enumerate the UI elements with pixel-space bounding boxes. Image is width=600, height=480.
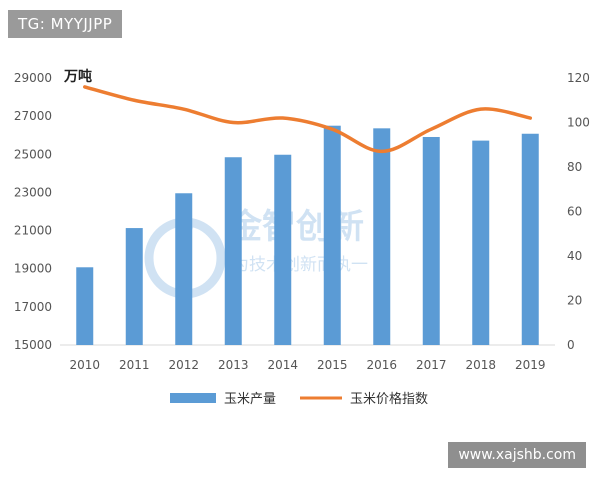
- bar-2016: [373, 128, 391, 345]
- y-right-tick-label: 40: [567, 249, 582, 263]
- x-tick-label: 2011: [119, 358, 150, 372]
- legend-label-bar: 玉米产量: [224, 392, 276, 407]
- y-left-tick-label: 15000: [14, 338, 52, 352]
- x-tick-label: 2019: [515, 358, 546, 372]
- y-left-tick-label: 21000: [14, 224, 52, 238]
- x-tick-label: 2018: [465, 358, 496, 372]
- bar-2015: [323, 125, 341, 346]
- unit-label: 万吨: [63, 68, 92, 85]
- axes: 15000 17000 19000 21000 23000 25000 27000 29000…: [14, 71, 590, 372]
- bar-2012: [175, 193, 193, 345]
- bar-2011: [125, 228, 143, 345]
- y-left-tick-label: 23000: [14, 185, 52, 199]
- x-tick-label: 2012: [168, 358, 199, 372]
- y-left-tick-label: 19000: [14, 262, 52, 276]
- y-right-tick-label: 80: [567, 160, 582, 174]
- x-tick-label: 2013: [218, 358, 249, 372]
- y-left-tick-label: 25000: [14, 147, 52, 161]
- legend: 玉米产量 玉米价格指数: [170, 391, 428, 407]
- bar-2014: [274, 154, 292, 345]
- watermark-slogan: 为技术创新而执一: [232, 255, 368, 275]
- legend-swatch-bar: [170, 393, 216, 403]
- watermark-brand: 金智创新: [227, 207, 364, 247]
- x-tick-label: 2014: [267, 358, 298, 372]
- x-tick-label: 2017: [416, 358, 447, 372]
- y-right-tick-label: 20: [567, 294, 582, 308]
- y-left-tick-label: 29000: [14, 71, 52, 85]
- bar-2017: [422, 136, 440, 345]
- y-left-tick-label: 17000: [14, 300, 52, 314]
- y-right-tick-label: 60: [567, 205, 582, 219]
- watermark-site: www.xajshb.com: [448, 442, 586, 468]
- bar-2018: [472, 140, 490, 345]
- legend-label-line: 玉米价格指数: [350, 391, 428, 407]
- x-tick-label: 2015: [317, 358, 348, 372]
- tag-badge: TG: MYYJJPP: [8, 10, 123, 38]
- y-right-tick-label: 120: [567, 71, 590, 85]
- bar-2013: [224, 157, 242, 345]
- x-tick-label: 2016: [366, 358, 397, 372]
- y-right-tick-label: 0: [567, 338, 575, 352]
- bar-2010: [76, 267, 94, 345]
- y-right-tick-label: 100: [567, 116, 590, 130]
- bar-series: [76, 125, 539, 346]
- line-series: [83, 85, 532, 154]
- price-index-line: [83, 85, 532, 154]
- bar-2019: [521, 133, 539, 345]
- y-left-tick-label: 27000: [14, 109, 52, 123]
- x-tick-label: 2010: [69, 358, 100, 372]
